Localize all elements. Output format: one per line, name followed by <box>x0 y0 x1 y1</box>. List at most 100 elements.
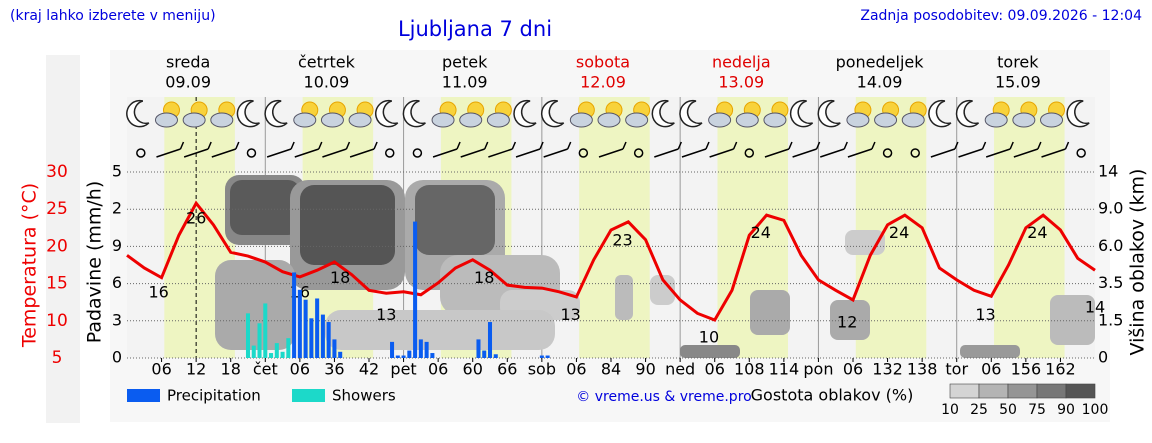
day-date: 14.09 <box>857 73 903 92</box>
wind-calm <box>578 148 589 158</box>
temperature-label: 10 <box>699 327 719 346</box>
day-date: 13.09 <box>718 73 764 92</box>
temperature-label: 18 <box>330 268 350 287</box>
wind-barb <box>764 141 793 158</box>
precipitation-bar <box>263 303 268 358</box>
wind-barb <box>515 141 544 158</box>
cloud-scale-label: 10 <box>941 402 959 418</box>
precipitation-bar <box>390 341 395 358</box>
cloud-height-tick-label: 1.5 <box>1098 310 1123 329</box>
temperature-axis-title: Temperatura (°C) <box>19 183 41 348</box>
wind-calm <box>633 148 644 158</box>
wind-barb <box>266 141 295 158</box>
moon-icon <box>126 99 150 128</box>
precipitation-bar <box>292 272 297 358</box>
wind-calm <box>1076 148 1086 158</box>
day-date: 10.09 <box>304 73 350 92</box>
wind-barb <box>183 141 212 158</box>
cloud-scale-label: 50 <box>999 402 1017 418</box>
wind-calm <box>384 148 395 158</box>
day-name: petek <box>442 53 488 72</box>
moon-icon <box>236 99 260 128</box>
precipitation-bar <box>245 313 251 358</box>
precipitation-bar <box>487 322 493 358</box>
moon-icon <box>817 99 841 128</box>
precipitation-bar <box>545 355 550 358</box>
wind-barb <box>654 141 683 158</box>
day-date: 15.09 <box>995 73 1041 92</box>
cloud-icon <box>486 112 510 128</box>
note: (kraj lahko izberete v meniju) <box>10 8 216 24</box>
temperature-label: 13 <box>376 305 396 324</box>
moon-icon <box>789 99 814 128</box>
wind-barb <box>460 141 489 158</box>
temperature-label: 13 <box>560 305 580 324</box>
precipitation-tick-label: 6 <box>112 273 122 292</box>
cloud-icon <box>1040 112 1064 128</box>
x-tick-label: 06 <box>151 360 171 379</box>
wind-barb <box>847 141 876 158</box>
day-name: sreda <box>166 53 210 72</box>
temperature-label: 18 <box>474 268 494 287</box>
cloud-icon <box>763 112 787 128</box>
wind-calm <box>744 148 755 158</box>
cloud-icon <box>154 112 178 128</box>
x-tick-label: 06 <box>290 360 310 379</box>
precipitation-tick-label: 0 <box>112 348 122 367</box>
day-date: 12.09 <box>580 73 626 92</box>
wind-barb <box>681 141 710 158</box>
temperature-label: 24 <box>1027 223 1047 242</box>
x-tick-label: pet <box>390 360 416 379</box>
legend-label: Showers <box>332 387 396 405</box>
temperature-tick-label: 25 <box>46 199 68 219</box>
update-time: Zadnja posodobitev: 09.09.2026 - 12:04 <box>860 8 1142 24</box>
x-tick-label: 36 <box>324 360 344 379</box>
precipitation-bar <box>286 338 291 358</box>
cloud-scale-box <box>1007 383 1038 399</box>
moon-icon <box>651 99 675 128</box>
precipitation-bar <box>269 353 274 358</box>
precipitation-bar <box>251 345 256 358</box>
cloud-legend-title: Gostota oblakov (%) <box>751 386 914 405</box>
cloud-scale-box <box>1065 383 1096 399</box>
cloud-icon <box>846 112 870 128</box>
temperature-label: 24 <box>751 223 771 242</box>
wind-barb <box>1041 141 1070 158</box>
day-name: sobota <box>576 53 630 72</box>
cloud-scale-box <box>978 383 1009 399</box>
legend-swatch <box>292 389 325 402</box>
wind-barb <box>820 141 848 158</box>
x-tick-label: 42 <box>359 360 379 379</box>
wind-barb <box>958 141 987 158</box>
x-tick-label: 60 <box>463 360 483 379</box>
precipitation-bar <box>309 318 314 358</box>
x-tick-label: pon <box>803 360 833 379</box>
precipitation-tick-label: 5 <box>112 162 122 181</box>
cloud-height-tick-label: 14 <box>1098 162 1118 181</box>
legend-label: Precipitation <box>167 387 261 405</box>
x-tick-label: 06 <box>843 360 863 379</box>
precipitation-bar <box>413 221 418 358</box>
wind-barb <box>709 141 738 158</box>
precipitation-bar <box>418 339 423 358</box>
x-tick-label: 138 <box>907 360 938 379</box>
title: Ljubljana 7 dni <box>398 17 552 41</box>
x-tick-label: 06 <box>428 360 448 379</box>
wind-barb <box>349 141 378 158</box>
cloud-icon <box>569 112 593 128</box>
moon-icon <box>540 99 565 128</box>
temperature-label: 12 <box>837 312 857 331</box>
cloud-icon <box>901 112 925 128</box>
x-tick-label: 108 <box>734 360 765 379</box>
x-tick-label: 132 <box>872 360 903 379</box>
cloud-icon <box>348 112 372 128</box>
precipitation-bar <box>395 355 400 358</box>
temperature-tick-label: 10 <box>46 311 68 331</box>
x-tick-label: 66 <box>497 360 517 379</box>
moon-icon <box>402 99 426 128</box>
x-tick-label: čet <box>253 360 278 379</box>
temperature-label: 23 <box>612 231 632 250</box>
cloud-height-tick-label: 3.5 <box>1098 273 1123 292</box>
temperature-label: 24 <box>889 223 909 242</box>
x-tick-label: tor <box>945 360 968 379</box>
